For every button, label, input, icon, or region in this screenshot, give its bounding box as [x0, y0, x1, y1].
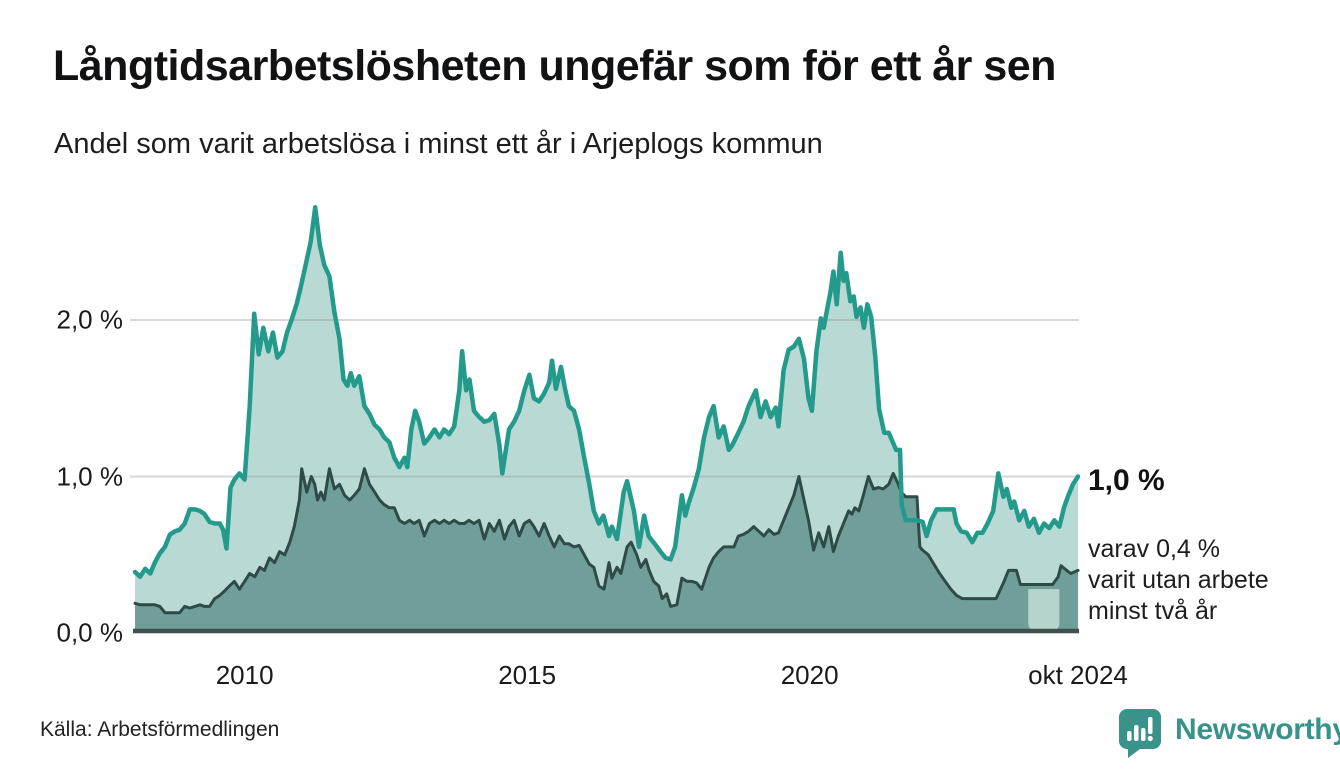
subset-annotation: varav 0,4 % varit utan arbete minst två … — [1088, 534, 1269, 627]
newsworthy-brand: Newsworthy — [1117, 707, 1340, 759]
subset-annotation-line3: minst två år — [1088, 597, 1218, 625]
y-tick-label-1: 1,0 % — [56, 461, 124, 491]
source-credit: Källa: Arbetsförmedlingen — [40, 718, 280, 741]
x-tick-label-2: 2020 — [780, 660, 839, 690]
highlight-band — [1028, 589, 1060, 630]
subset-annotation-line1: varav 0,4 % — [1088, 535, 1221, 563]
x-tick-label-1: 2015 — [498, 660, 557, 690]
series-line-total — [132, 205, 1081, 579]
y-tick-label-2: 0,0 % — [56, 617, 124, 648]
newsworthy-wordmark: Newsworthy — [1175, 713, 1340, 746]
series-area-subset — [135, 468, 1078, 633]
newsworthy-logo-icon — [1119, 709, 1161, 758]
chart-subtitle: Andel som varit arbetslösa i minst ett å… — [54, 128, 823, 160]
page-title: Långtidsarbetslösheten ungefär som för e… — [53, 42, 1056, 90]
subset-annotation-line2: varit utan arbete — [1088, 566, 1269, 594]
x-tick-label-0: 2010 — [215, 660, 274, 690]
latest-value-label: 1,0 % — [1088, 464, 1165, 497]
series-line-subset — [133, 467, 1080, 615]
y-tick-label-0: 2,0 % — [56, 304, 124, 335]
x-tick-label-3: okt 2024 — [1028, 660, 1128, 690]
